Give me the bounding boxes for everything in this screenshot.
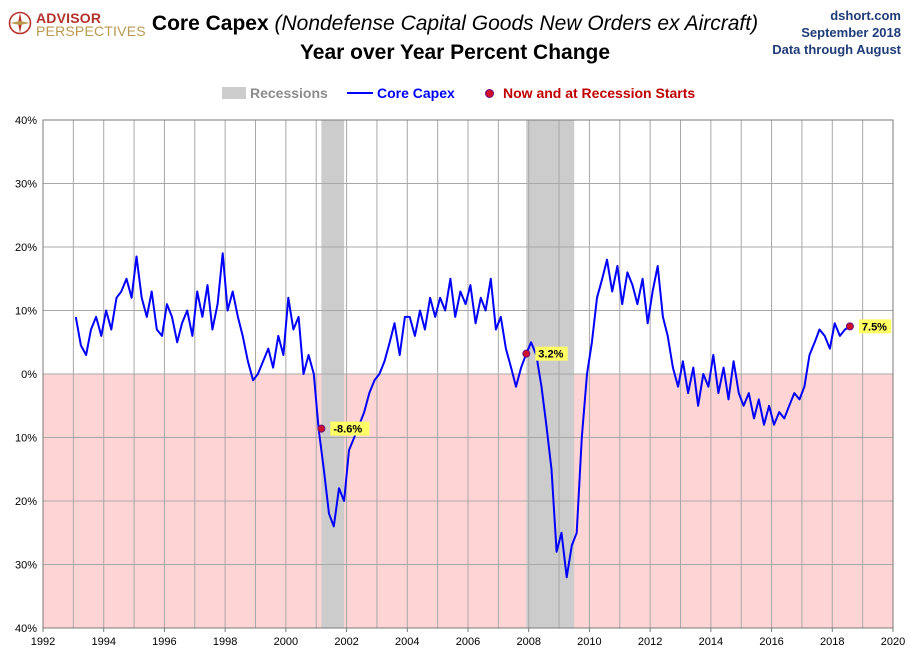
x-tick-label: 2002 xyxy=(334,636,358,648)
annotation-label: -8.6% xyxy=(333,424,362,436)
source-block: dshort.com September 2018 Data through A… xyxy=(772,7,901,58)
y-tick-label: 10% xyxy=(15,306,37,318)
x-tick-label: 2014 xyxy=(699,636,723,648)
y-tick-label: 20% xyxy=(15,496,37,508)
annotation-label-bg xyxy=(858,319,892,334)
source-date: September 2018 xyxy=(801,25,901,40)
compass-icon xyxy=(8,11,32,35)
y-tick-label: 30% xyxy=(15,179,37,191)
annotation-point xyxy=(845,322,854,331)
legend-recession-swatch xyxy=(222,87,246,99)
annotation-label-bg xyxy=(535,346,568,361)
y-tick-label: 10% xyxy=(15,433,37,445)
source-site: dshort.com xyxy=(830,8,901,23)
y-tick-label: 40% xyxy=(15,115,37,127)
source-through: Data through August xyxy=(772,42,901,57)
annotation-point xyxy=(317,424,326,433)
chart-title: Core Capex (Nondefense Capital Goods New… xyxy=(0,12,910,36)
series-line xyxy=(74,252,851,579)
annotation-label: 3.2% xyxy=(538,349,563,361)
legend: Recessions Core Capex Now and at Recessi… xyxy=(0,83,910,103)
x-tick-label: 2016 xyxy=(759,636,783,648)
brand-logo: ADVISOR PERSPECTIVES xyxy=(8,10,146,40)
x-tick-label: 2006 xyxy=(456,636,480,648)
x-tick-label: 1996 xyxy=(152,636,176,648)
legend-recession-label: Recessions xyxy=(250,85,328,101)
x-tick-label: 2000 xyxy=(274,636,298,648)
legend-point-swatch xyxy=(485,89,494,98)
x-tick-label: 2020 xyxy=(881,636,905,648)
legend-series-swatch xyxy=(347,92,373,94)
brand-subname: PERSPECTIVES xyxy=(36,23,146,39)
x-tick-label: 1994 xyxy=(91,636,115,648)
brand-name: ADVISOR xyxy=(36,10,102,26)
y-tick-label: 20% xyxy=(15,242,37,254)
x-tick-label: 2010 xyxy=(577,636,601,648)
chart-title-bold: Core Capex xyxy=(151,12,269,35)
x-tick-label: 2012 xyxy=(638,636,662,648)
x-tick-label: 2018 xyxy=(820,636,844,648)
x-tick-label: 1992 xyxy=(31,636,55,648)
annotation-point xyxy=(522,349,531,358)
legend-series-label: Core Capex xyxy=(377,85,455,101)
chart-subtitle: Year over Year Percent Change xyxy=(299,41,611,64)
annotation-label: 7.5% xyxy=(862,321,887,333)
legend-point-label: Now and at Recession Starts xyxy=(503,85,696,101)
x-tick-label: 1998 xyxy=(213,636,237,648)
y-tick-label: 30% xyxy=(15,560,37,572)
x-tick-label: 2008 xyxy=(516,636,540,648)
y-tick-label: 40% xyxy=(15,623,37,635)
chart-title-italic: (Nondefense Capital Goods New Orders ex … xyxy=(274,12,759,35)
annotation-label-bg xyxy=(330,421,370,436)
y-tick-label: 0% xyxy=(21,369,37,381)
x-tick-label: 2004 xyxy=(395,636,419,648)
